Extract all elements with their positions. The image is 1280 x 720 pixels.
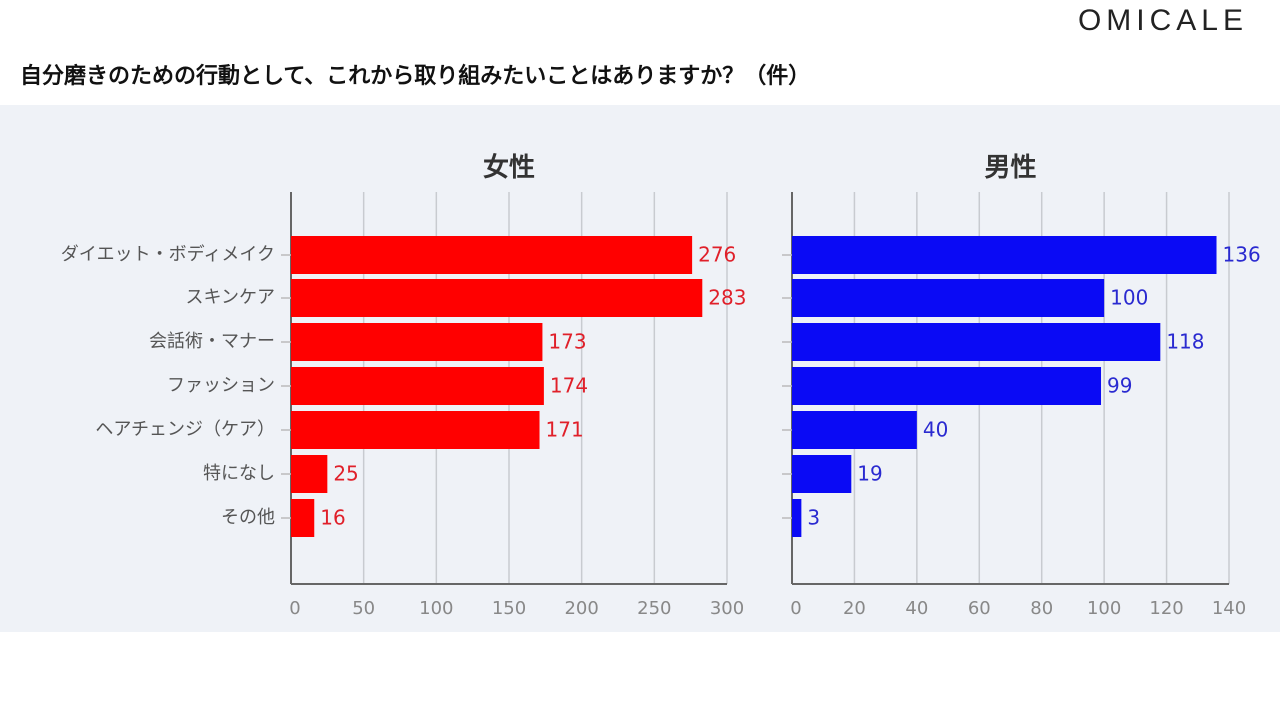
male-x-tick-label: 100 bbox=[1087, 598, 1121, 619]
female-bar bbox=[291, 279, 703, 317]
female-value-label: 25 bbox=[333, 462, 358, 486]
male-x-tick-label: 60 bbox=[968, 598, 991, 619]
category-label: ファッション bbox=[167, 375, 275, 396]
female-value-label: 276 bbox=[698, 243, 736, 267]
male-x-tick-label: 80 bbox=[1030, 598, 1053, 619]
male-value-label: 118 bbox=[1166, 330, 1204, 354]
category-label: スキンケア bbox=[186, 287, 275, 308]
male-value-label: 40 bbox=[923, 418, 948, 442]
female-x-tick-label: 200 bbox=[564, 598, 598, 619]
male-x-tick-label: 140 bbox=[1212, 598, 1246, 619]
male-value-label: 99 bbox=[1107, 374, 1132, 398]
page-title: 自分磨きのための行動として、これから取り組みたいことはありますか？（件） bbox=[20, 64, 811, 89]
female-bar bbox=[291, 323, 543, 361]
male-bar bbox=[792, 411, 917, 449]
female-chart-title: 女性 bbox=[483, 152, 535, 183]
male-bar bbox=[792, 499, 802, 537]
female-x-tick-label: 300 bbox=[710, 598, 744, 619]
female-value-label: 174 bbox=[550, 374, 588, 398]
male-x-tick-label: 120 bbox=[1149, 598, 1183, 619]
male-x-tick-label: 40 bbox=[905, 598, 928, 619]
female-x-tick-label: 100 bbox=[419, 598, 453, 619]
male-value-label: 136 bbox=[1223, 243, 1261, 267]
female-bar bbox=[291, 367, 544, 405]
category-label: 会話術・マナー bbox=[149, 331, 275, 352]
female-value-label: 16 bbox=[320, 506, 345, 530]
male-value-label: 100 bbox=[1110, 286, 1148, 310]
male-bar bbox=[792, 323, 1161, 361]
category-label: ダイエット・ボディメイク bbox=[61, 244, 275, 265]
male-bar bbox=[792, 455, 852, 493]
category-label: 特になし bbox=[203, 463, 275, 484]
female-bar bbox=[291, 236, 693, 274]
female-value-label: 173 bbox=[548, 330, 586, 354]
category-label: その他 bbox=[221, 507, 275, 528]
male-x-tick-label: 20 bbox=[843, 598, 866, 619]
female-x-tick-label: 0 bbox=[289, 598, 300, 619]
male-chart-title: 男性 bbox=[984, 153, 1036, 183]
female-x-tick-label: 250 bbox=[637, 598, 671, 619]
male-bar bbox=[792, 236, 1217, 274]
male-value-label: 19 bbox=[857, 462, 882, 486]
omicale-logo: OMICALE bbox=[1078, 4, 1248, 38]
male-x-tick-label: 0 bbox=[790, 598, 801, 619]
male-bar bbox=[792, 279, 1105, 317]
female-value-label: 283 bbox=[708, 286, 746, 310]
female-bar bbox=[291, 455, 328, 493]
female-bar bbox=[291, 411, 540, 449]
female-bar bbox=[291, 499, 315, 537]
logo-text: OMICALE bbox=[1077, 4, 1248, 37]
male-value-label: 3 bbox=[807, 506, 820, 530]
female-value-label: 171 bbox=[546, 418, 584, 442]
female-x-tick-label: 150 bbox=[492, 598, 526, 619]
category-label: ヘアチェンジ（ケア） bbox=[95, 419, 275, 440]
female-x-tick-label: 50 bbox=[352, 598, 375, 619]
male-bar bbox=[792, 367, 1102, 405]
